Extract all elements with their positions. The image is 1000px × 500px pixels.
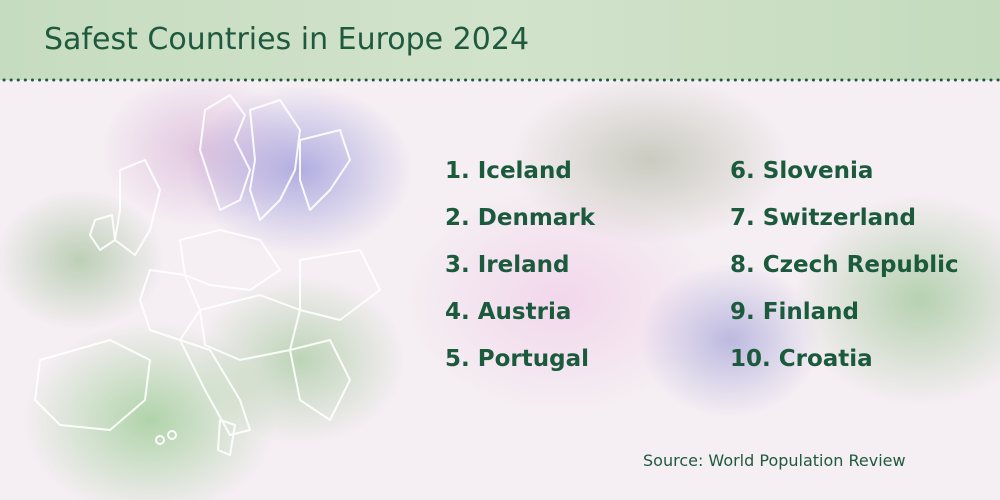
ranking-item: 9. Finland bbox=[730, 299, 859, 325]
ranking-item: 1. Iceland bbox=[445, 158, 572, 184]
ranking-item: 8. Czech Republic bbox=[730, 252, 959, 278]
source: Source: World Population Review bbox=[643, 451, 906, 470]
divider bbox=[2, 78, 1000, 82]
ranking-item: 10. Croatia bbox=[730, 346, 873, 372]
ranking-item: 2. Denmark bbox=[445, 205, 595, 231]
header-band bbox=[0, 0, 1000, 80]
ranking-item: 7. Switzerland bbox=[730, 205, 917, 231]
ranking-item: 5. Portugal bbox=[445, 346, 589, 372]
ranking-item: 4. Austria bbox=[445, 299, 572, 325]
ranking-item: 3. Ireland bbox=[445, 252, 570, 278]
title: Safest Countries in Europe 2024 bbox=[44, 22, 530, 57]
europe-map bbox=[34, 94, 381, 456]
ranking-item: 6. Slovenia bbox=[730, 158, 874, 184]
